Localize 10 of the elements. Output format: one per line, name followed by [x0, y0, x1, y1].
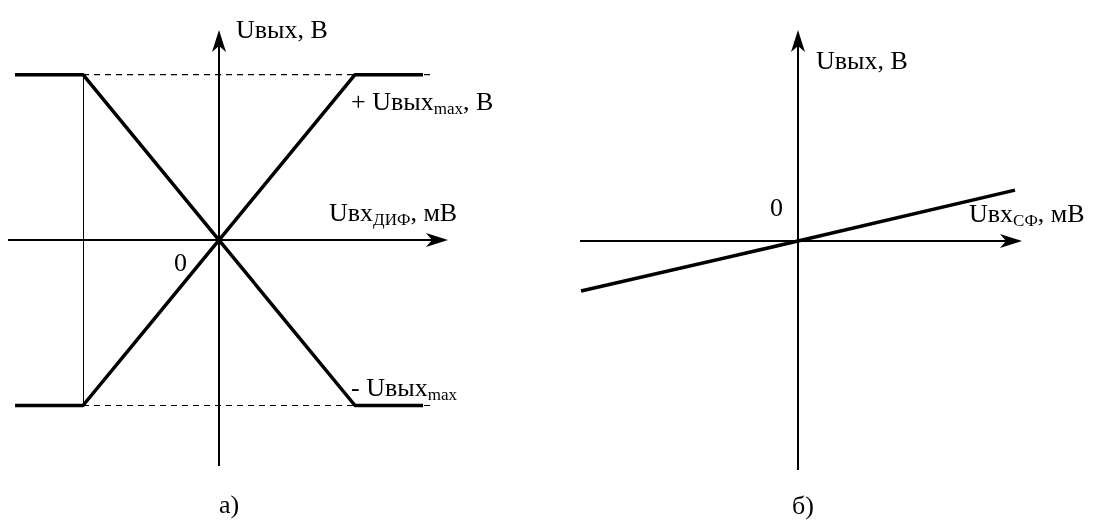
y-axis-title: Uвых, В [236, 15, 328, 46]
y-axis-title: Uвых, В [816, 46, 908, 77]
annotation: 0 [770, 193, 783, 224]
x-axis-title: Uвх$_{СФ}$, мВ [969, 199, 1085, 233]
x-axis-title: Uвх$_{ДИФ}$, мВ [329, 198, 458, 232]
text: а) [218, 490, 240, 521]
annotation: 0 [174, 248, 187, 279]
ref-line-label: + Uвых$_{max}$, В [351, 86, 494, 120]
text: б) [792, 491, 814, 522]
ref-line-label: - Uвых$_{max}$ [351, 373, 457, 407]
